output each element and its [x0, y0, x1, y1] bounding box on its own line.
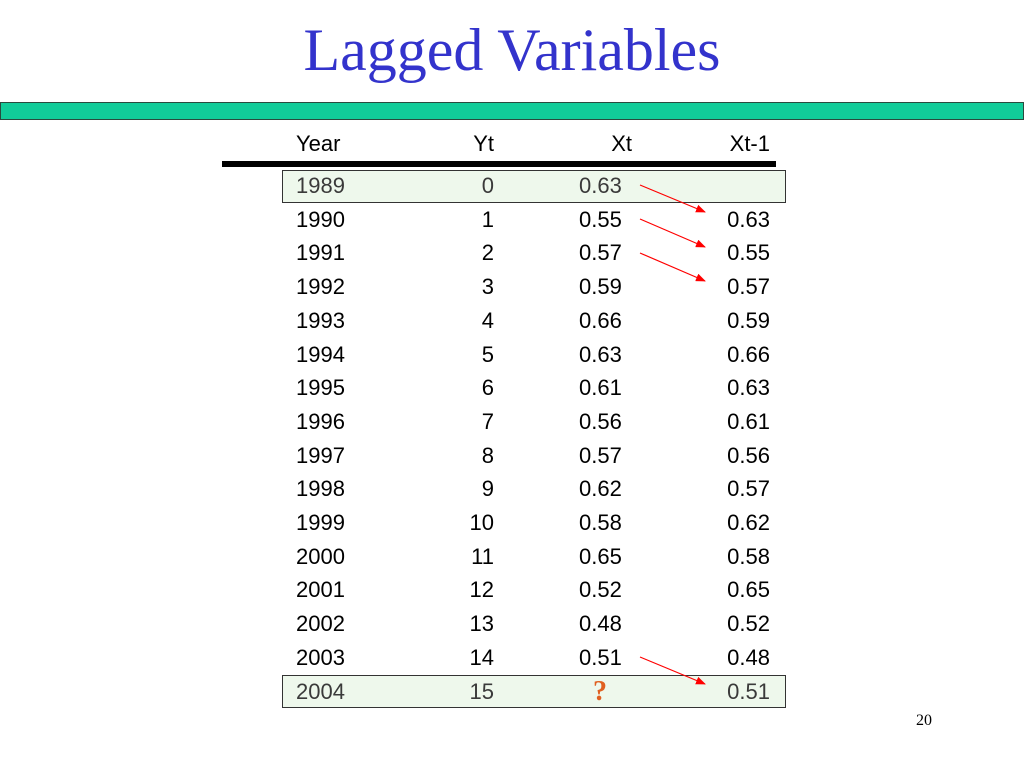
cell-year: 2001 — [296, 577, 345, 602]
cell-yt: 10 — [469, 510, 494, 535]
cell-xt: 0.58 — [579, 510, 622, 535]
cell-yt: 8 — [481, 443, 494, 468]
cell-yt: 3 — [481, 274, 494, 299]
cell-yt: 6 — [481, 375, 494, 400]
cell-year: 1994 — [296, 342, 345, 367]
cell-xt-lag: 0.66 — [727, 342, 770, 367]
cell-xt: 0.62 — [579, 476, 622, 501]
cell-xt-lag: 0.63 — [727, 207, 770, 232]
cell-yt: 7 — [481, 409, 494, 434]
lag-arrow-2003-2004 — [639, 656, 706, 685]
cell-year: 1989 — [296, 173, 345, 198]
cell-year: 1999 — [296, 510, 345, 535]
cell-xt: 0.57 — [579, 240, 622, 265]
header-divider — [222, 161, 776, 167]
cell-xt: 0.63 — [579, 173, 622, 198]
header-year: Year — [296, 131, 341, 156]
cell-year: 1997 — [296, 443, 345, 468]
cell-year: 1991 — [296, 240, 345, 265]
cell-yt: 11 — [471, 544, 494, 569]
header-xt: Xt — [611, 131, 632, 156]
highlight-box-first-row — [282, 170, 786, 203]
cell-yt: 5 — [481, 342, 494, 367]
slide-title: Lagged Variables — [303, 17, 721, 83]
cell-xt-lag: 0.52 — [727, 611, 770, 636]
cell-xt-lag: 0.51 — [727, 679, 770, 704]
cell-xt: 0.55 — [579, 207, 622, 232]
lag-arrow-1989-1990 — [639, 184, 706, 213]
cell-year: 2002 — [296, 611, 345, 636]
cell-xt-lag: 0.57 — [727, 476, 770, 501]
cell-xt-lag: 0.57 — [727, 274, 770, 299]
cell-year: 1995 — [296, 375, 345, 400]
cell-xt-lag: 0.61 — [727, 409, 770, 434]
cell-xt: 0.52 — [579, 577, 622, 602]
cell-yt: 15 — [469, 679, 494, 704]
cell-xt-lag: 0.55 — [727, 240, 770, 265]
cell-year: 1993 — [296, 308, 345, 333]
cell-xt-lag: 0.62 — [727, 510, 770, 535]
cell-year: 2000 — [296, 544, 345, 569]
cell-xt: 0.63 — [579, 342, 622, 367]
lag-arrow-1990-1991 — [639, 218, 706, 248]
cell-xt: 0.66 — [579, 308, 622, 333]
unknown-value-mark: ? — [593, 676, 607, 707]
cell-year: 2004 — [296, 679, 345, 704]
cell-yt: 13 — [469, 611, 494, 636]
cell-yt: 12 — [469, 577, 494, 602]
cell-year: 1998 — [296, 476, 345, 501]
cell-xt: 0.61 — [579, 375, 622, 400]
cell-yt: 2 — [481, 240, 494, 265]
cell-yt: 9 — [481, 476, 494, 501]
page-number: 20 — [916, 712, 932, 729]
cell-xt-lag: 0.56 — [727, 443, 770, 468]
cell-xt: 0.48 — [579, 611, 622, 636]
cell-xt: 0.56 — [579, 409, 622, 434]
cell-year: 1992 — [296, 274, 345, 299]
header-xt-lag: Xt-1 — [729, 131, 770, 156]
highlight-box-last-row — [282, 675, 786, 708]
cell-year: 1990 — [296, 207, 345, 232]
lag-arrow-1991-1992 — [639, 252, 706, 282]
cell-yt: 1 — [481, 207, 494, 232]
header-yt: Yt — [473, 131, 494, 156]
cell-xt-lag: 0.63 — [727, 375, 770, 400]
cell-xt: 0.65 — [579, 544, 622, 569]
cell-yt: 14 — [469, 645, 494, 670]
cell-xt: 0.59 — [579, 274, 622, 299]
cell-year: 2003 — [296, 645, 345, 670]
cell-xt: 0.57 — [579, 443, 622, 468]
cell-xt-lag: 0.48 — [727, 645, 770, 670]
cell-xt-lag: 0.58 — [727, 544, 770, 569]
cell-xt: 0.51 — [579, 645, 622, 670]
cell-year: 1996 — [296, 409, 345, 434]
cell-xt-lag: 0.65 — [727, 577, 770, 602]
cell-xt-lag: 0.59 — [727, 308, 770, 333]
cell-yt: 4 — [481, 308, 494, 333]
cell-yt: 0 — [481, 173, 494, 198]
